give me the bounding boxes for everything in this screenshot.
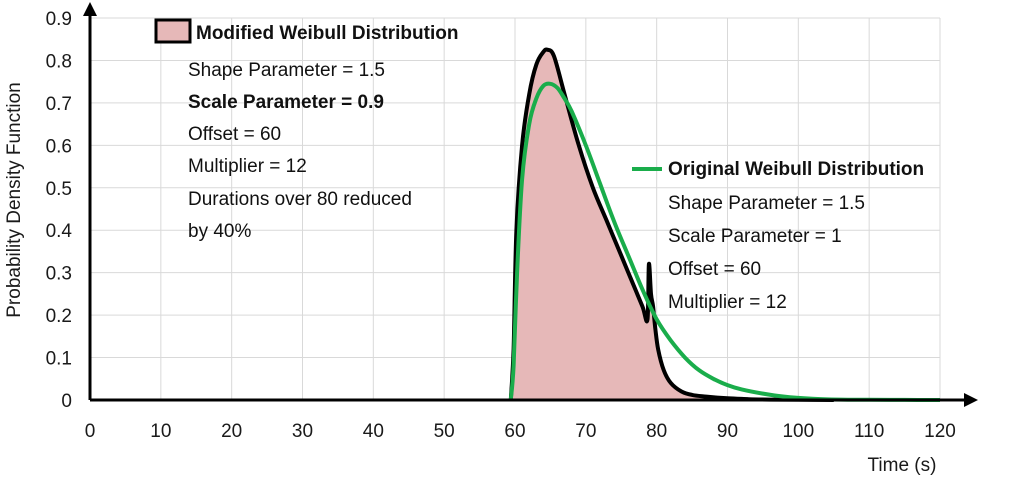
legend-modified-name: Modified Weibull Distribution [196,23,458,44]
x-tick-label: 110 [854,421,884,442]
original-scale-param: Scale Parameter = 1 [668,226,842,247]
y-tick-label: 0 [61,391,72,412]
y-tick-label: 0.5 [46,179,72,200]
original-shape-param: Shape Parameter = 1.5 [668,193,865,214]
x-tick-label: 100 [782,421,814,442]
y-tick-label: 0.1 [46,349,72,370]
y-tick-label: 0.3 [46,264,72,285]
x-tick-label: 90 [717,421,738,442]
legend-original-name: Original Weibull Distribution [668,159,924,180]
modified-offset: Offset = 60 [188,124,281,145]
modified-duration-note-2: by 40% [188,221,251,242]
y-tick-label: 0.2 [46,306,72,327]
x-tick-labels: 0 10 20 30 40 50 60 70 80 90 100 110 120 [85,421,956,442]
modified-shape-param: Shape Parameter = 1.5 [188,60,385,81]
x-tick-label: 30 [292,421,313,442]
modified-scale-param: Scale Parameter = 0.9 [188,92,384,113]
x-tick-label: 80 [646,421,667,442]
x-tick-label: 70 [575,421,596,442]
x-tick-label: 0 [85,421,96,442]
modified-weibull-area [510,49,834,401]
x-axis-arrow [964,393,978,407]
y-tick-label: 0.7 [46,94,72,115]
y-tick-label: 0.9 [46,9,72,30]
x-tick-label: 50 [434,421,455,442]
x-tick-label: 20 [221,421,242,442]
y-axis-label: Probability Density Function [4,82,25,318]
x-tick-label: 10 [150,421,171,442]
y-tick-labels: 0 0.1 0.2 0.3 0.4 0.5 0.6 0.7 0.8 0.9 [46,9,73,412]
modified-weibull-line [508,47,834,402]
original-offset: Offset = 60 [668,259,761,280]
original-weibull-line [508,81,941,402]
y-axis-arrow [83,2,97,16]
y-tick-label: 0.4 [46,221,73,242]
y-tick-label: 0.8 [46,51,72,72]
modified-duration-note-1: Durations over 80 reduced [188,189,412,210]
legend-swatch-modified [154,18,192,44]
x-axis-label: Time (s) [868,455,937,476]
original-multiplier: Multiplier = 12 [668,292,787,313]
x-tick-label: 60 [504,421,525,442]
modified-multiplier: Multiplier = 12 [188,156,307,177]
x-tick-label: 40 [363,421,384,442]
y-tick-label: 0.6 [46,136,72,157]
x-tick-label: 120 [924,421,956,442]
